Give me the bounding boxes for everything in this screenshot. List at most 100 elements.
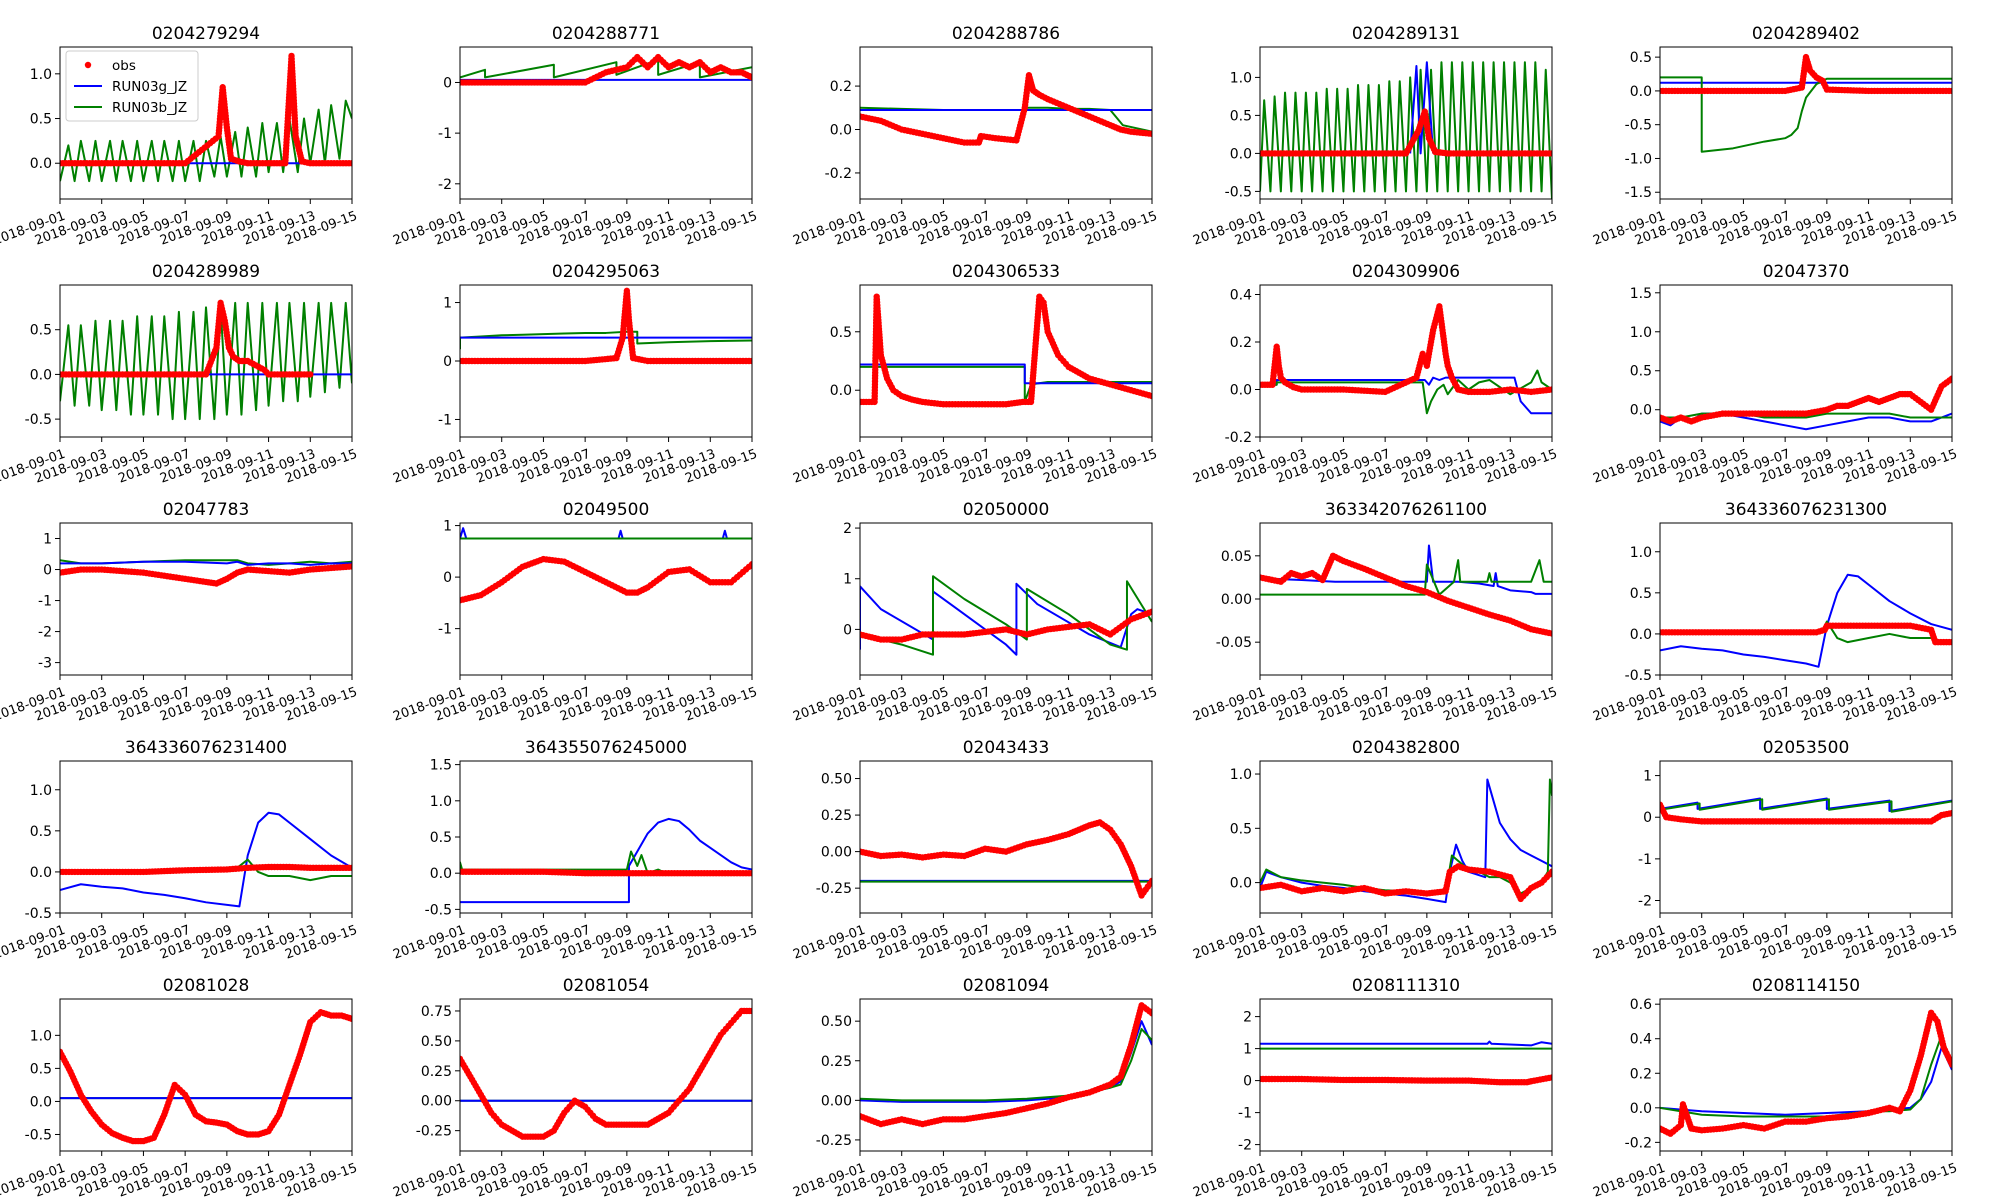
- subplot: 02049500-1012018-09-012018-09-032018-09-…: [391, 500, 759, 725]
- axes-frame: [1259, 284, 1553, 438]
- ytick-label: -3: [38, 656, 52, 672]
- obs-point: [1148, 1010, 1152, 1017]
- axes-frame: [59, 522, 353, 676]
- series-line-RUN03g_JZ: [1260, 544, 1552, 595]
- series-line-RUN03g_JZ: [1260, 376, 1552, 415]
- obs-point: [1548, 150, 1552, 157]
- ytick-label: 0.0: [830, 123, 852, 139]
- series-line-RUN03g_JZ: [1409, 61, 1435, 155]
- ytick-label: 0.0: [30, 1094, 52, 1110]
- obs-point: [748, 561, 752, 568]
- ytick-label: -0.5: [1225, 184, 1252, 200]
- ytick-label: 0.5: [1230, 108, 1252, 124]
- plot-area: [1260, 544, 1552, 637]
- ytick-label: -0.2: [1625, 1135, 1652, 1151]
- series-line-RUN03b_JZ: [460, 330, 752, 350]
- axes-frame: [459, 522, 753, 676]
- axes-frame: [859, 284, 1153, 438]
- obs-point: [348, 864, 352, 872]
- ytick-label: 1.0: [30, 1028, 52, 1044]
- subplot: 02081054-0.250.000.250.500.752018-09-012…: [391, 976, 759, 1200]
- axes-frame: [459, 46, 753, 200]
- obs-point: [307, 371, 314, 378]
- plot-area: [460, 53, 752, 86]
- axes-frame: [1659, 46, 1953, 200]
- legend: obs RUN03g_JZ RUN03b_JZ: [65, 50, 199, 122]
- ytick-label: -1: [438, 412, 452, 428]
- obs-point: [348, 563, 352, 570]
- axes-frame: [1659, 522, 1953, 676]
- ytick-label: -1: [438, 622, 452, 638]
- obs-point: [348, 160, 352, 167]
- axes-frame: [1659, 998, 1953, 1152]
- plot-title: 364336076231400: [125, 738, 287, 758]
- obs-point: [1148, 392, 1152, 400]
- plot-title: 02049500: [563, 500, 650, 520]
- ytick-label: 0.2: [830, 79, 852, 95]
- axes-frame: [859, 998, 1153, 1152]
- ytick-label: -2: [38, 625, 52, 641]
- legend-label: RUN03g_JZ: [112, 79, 187, 95]
- plot-area: [860, 1002, 1152, 1128]
- ytick-label: 1.0: [430, 794, 452, 810]
- ytick-label: 1: [1243, 1042, 1252, 1058]
- ytick-label: -0.25: [816, 881, 852, 897]
- subplot: 0204289402-1.5-1.0-0.50.00.52018-09-0120…: [1591, 24, 1959, 249]
- plot-area: [1260, 778, 1552, 904]
- plot-area: [1660, 573, 1952, 668]
- series-line-RUN03g_JZ: [860, 363, 1152, 385]
- plot-title: 0204289402: [1752, 24, 1860, 44]
- series-line-RUN03g_JZ: [460, 817, 752, 904]
- series-line-RUN03g_JZ: [1260, 1040, 1552, 1047]
- plot-area: [860, 819, 1152, 899]
- series-line-RUN03b_JZ: [1260, 369, 1552, 415]
- ytick-label: 0.5: [1630, 586, 1652, 602]
- ytick-label: 2: [843, 521, 852, 537]
- subplot: 364355076245000-0.50.00.51.01.52018-09-0…: [391, 738, 759, 963]
- series-line-RUN03g_JZ: [1660, 1046, 1952, 1116]
- plot-area: [460, 817, 752, 904]
- plot-title: 02050000: [963, 500, 1050, 520]
- subplot: 02081028-0.50.00.51.02018-09-012018-09-0…: [0, 976, 359, 1200]
- axes-frame: [459, 998, 753, 1152]
- plot-title: 02081054: [563, 976, 650, 996]
- ytick-label: 0.25: [821, 808, 852, 824]
- ytick-label: 0.0: [1630, 84, 1652, 100]
- plot-title: 02047783: [163, 500, 250, 520]
- subplot: 02042792940.00.51.02018-09-012018-09-032…: [0, 24, 359, 249]
- subplot: 0208114150-0.20.00.20.40.62018-09-012018…: [1591, 976, 1959, 1200]
- ytick-label: 0.0: [1230, 876, 1252, 892]
- obs-point: [1948, 1061, 1952, 1068]
- plot-area: [860, 575, 1152, 656]
- legend-marker-obs: [84, 61, 92, 69]
- plot-title: 0204382800: [1352, 738, 1460, 758]
- ytick-label: -1: [1238, 1106, 1252, 1122]
- axes-frame: [1259, 760, 1553, 914]
- ytick-label: 1.0: [30, 783, 52, 799]
- ytick-label: 0.0: [1230, 383, 1252, 399]
- ytick-label: 0.5: [30, 1061, 52, 1077]
- plot-title: 364355076245000: [525, 738, 687, 758]
- ytick-label: 1.5: [1630, 286, 1652, 302]
- obs-point: [1948, 809, 1952, 817]
- obs-point: [1948, 87, 1952, 95]
- subplot: 0204309906-0.20.00.20.42018-09-012018-09…: [1191, 262, 1559, 487]
- plot-area: [60, 1009, 352, 1145]
- axes-frame: [1659, 760, 1953, 914]
- obs-point: [748, 74, 752, 81]
- ytick-label: 1: [43, 532, 52, 548]
- series-line-RUN03b_JZ: [1260, 559, 1552, 596]
- ytick-label: 1.0: [30, 67, 52, 83]
- ytick-label: -2: [1638, 894, 1652, 910]
- subplot: 02043065330.00.52018-09-012018-09-032018…: [791, 262, 1159, 487]
- plot-title: 02081094: [963, 976, 1050, 996]
- ytick-label: 0.0: [30, 367, 52, 383]
- ytick-label: 0.5: [1630, 364, 1652, 380]
- ytick-label: 1: [1643, 769, 1652, 785]
- ytick-label: -1.5: [1625, 185, 1652, 201]
- plot-title: 0204289989: [152, 262, 260, 282]
- ytick-label: 0.2: [1630, 1066, 1652, 1082]
- subplot: 02047783-3-2-1012018-09-012018-09-032018…: [0, 500, 359, 725]
- plot-title: 0204295063: [552, 262, 660, 282]
- ytick-label: 0.05: [1221, 549, 1252, 565]
